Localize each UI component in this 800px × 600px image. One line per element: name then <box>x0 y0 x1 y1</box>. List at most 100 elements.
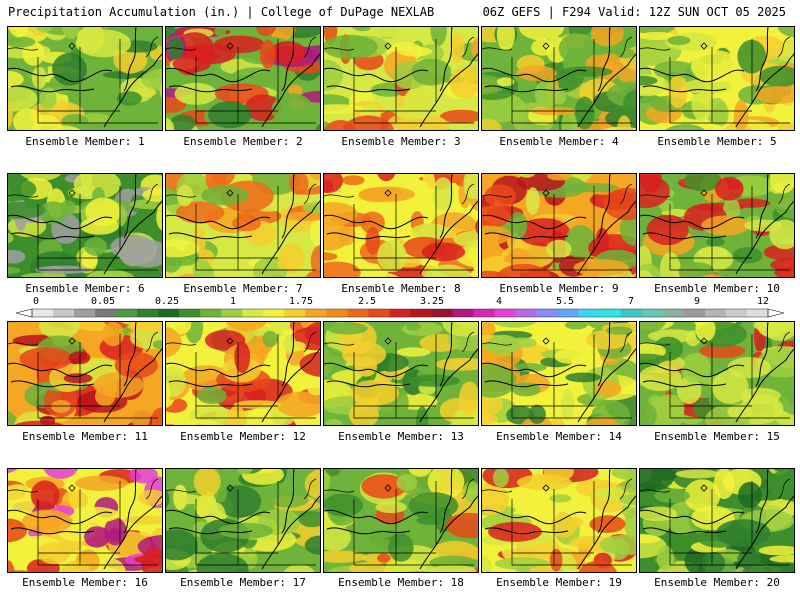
precip-blob <box>176 184 194 207</box>
state-border <box>777 36 791 58</box>
precip-blob <box>142 188 162 202</box>
colorbar-swatch <box>662 309 685 317</box>
precip-blob <box>159 84 162 98</box>
colorbar-right-arrow <box>767 308 784 318</box>
state-border <box>303 36 317 58</box>
precip-blob <box>325 418 343 425</box>
coastline <box>324 509 429 525</box>
station-marker-icon <box>68 189 76 197</box>
precip-blob <box>166 239 200 258</box>
precip-map <box>8 27 162 130</box>
coastline <box>597 322 611 387</box>
coastline <box>326 380 411 388</box>
ensemble-member-label: Ensemble Member: 8 <box>341 282 461 295</box>
coastline <box>577 348 636 423</box>
precip-blob <box>482 482 509 516</box>
state-border <box>145 183 159 205</box>
colorbar-swatch <box>284 309 306 317</box>
precip-blob <box>324 202 358 226</box>
precip-map <box>166 27 320 130</box>
coastline <box>597 27 611 92</box>
ensemble-member-label: Ensemble Member: 4 <box>499 135 619 148</box>
coastline <box>642 380 727 388</box>
precip-blob <box>518 218 570 247</box>
precip-blob <box>678 262 715 277</box>
precip-blob <box>173 494 203 505</box>
precip-blob <box>197 386 227 405</box>
precip-blob <box>39 87 57 110</box>
state-border <box>777 478 791 500</box>
precip-blob <box>526 187 540 215</box>
coastline <box>482 362 587 378</box>
state-border <box>145 36 159 58</box>
state-border <box>166 194 197 198</box>
precip-blob <box>234 341 251 373</box>
station-marker-icon <box>384 337 392 345</box>
precip-blob <box>373 186 402 199</box>
precip-blob <box>173 419 224 425</box>
precip-blob <box>39 415 56 425</box>
precip-blob <box>528 404 546 424</box>
precip-blob <box>753 322 794 333</box>
precip-blob <box>449 420 472 425</box>
station-marker-icon <box>700 337 708 345</box>
precip-blob <box>8 36 36 48</box>
state-border <box>640 47 671 51</box>
state-border <box>8 194 39 198</box>
precip-blob <box>326 322 368 335</box>
coastline <box>261 495 320 570</box>
coastline <box>484 380 569 388</box>
precip-blob <box>262 129 286 130</box>
state-border <box>777 331 791 353</box>
precip-blob <box>640 322 667 334</box>
coastline <box>103 348 162 423</box>
coastline <box>10 380 95 388</box>
precip-blob <box>567 517 584 528</box>
coastline <box>755 174 769 239</box>
precip-blob <box>96 424 104 425</box>
precip-blob <box>676 376 702 404</box>
precip-blob <box>623 89 636 116</box>
precip-blob <box>60 200 76 215</box>
precip-blob <box>324 346 347 376</box>
precip-blob <box>218 522 274 539</box>
precip-blob <box>388 533 414 562</box>
precip-blob <box>8 249 26 264</box>
precip-blob <box>8 322 13 323</box>
colorbar-swatch <box>95 309 117 317</box>
colorbar-swatch <box>221 309 243 317</box>
coastline <box>755 27 769 92</box>
precip-blob <box>166 366 186 397</box>
station-marker-icon <box>700 189 708 197</box>
coastline <box>103 200 162 275</box>
coastline <box>10 527 95 535</box>
precip-map <box>8 469 162 572</box>
precip-blob <box>129 322 162 332</box>
precip-blob <box>114 352 158 379</box>
coastline <box>735 348 794 423</box>
precip-blob <box>409 27 423 38</box>
precip-blob <box>640 353 667 365</box>
precip-blob <box>432 177 454 211</box>
colorbar-tick-label: 7 <box>627 296 635 307</box>
precip-blob <box>8 484 37 517</box>
station-marker-icon <box>68 337 76 345</box>
colorbar-tick-label: 0.25 <box>154 296 180 307</box>
precip-blob <box>430 27 447 46</box>
state-border <box>303 331 317 353</box>
ensemble-panel <box>481 173 637 278</box>
precip-map <box>482 27 636 130</box>
precip-blob <box>324 252 338 261</box>
coastline <box>597 174 611 239</box>
state-border <box>166 47 197 51</box>
precip-map <box>8 322 162 425</box>
precip-blob <box>324 221 351 251</box>
precip-map <box>324 174 478 277</box>
precip-blob <box>482 225 512 246</box>
precip-blob <box>492 469 509 488</box>
precip-blob <box>563 182 619 193</box>
colorbar-swatch <box>158 309 180 317</box>
station-marker-icon <box>68 484 76 492</box>
precip-blob <box>122 515 162 525</box>
precip-blob <box>377 553 391 563</box>
